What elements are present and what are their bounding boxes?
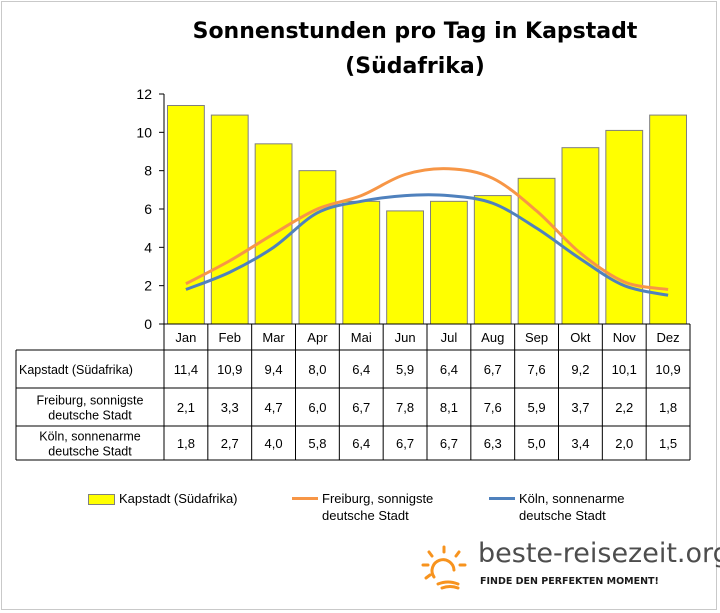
table-cell-value: 9,4 xyxy=(265,362,283,377)
x-category-label: Mar xyxy=(262,330,285,345)
table-row-label: Freiburg, sonnigste xyxy=(36,394,143,408)
x-category-label: Mai xyxy=(351,330,372,345)
x-category-label: Jan xyxy=(175,330,196,345)
legend-item-koeln: Köln, sonnenarme deutsche Stadt xyxy=(489,490,625,524)
table-cell-value: 5,9 xyxy=(396,362,414,377)
bar-jan xyxy=(167,105,205,325)
chart-title: Sonnenstunden pro Tag in Kapstadt (Südaf… xyxy=(192,19,638,79)
legend: Kapstadt (Südafrika) Freiburg, sonnigste… xyxy=(0,490,720,530)
table-row-label: Köln, sonnenarme xyxy=(39,430,141,444)
table-row-label: Kapstadt (Südafrika) xyxy=(19,363,133,377)
x-category-label: Feb xyxy=(219,330,241,345)
table-cell-value: 2,0 xyxy=(615,436,633,451)
x-category-label: Sep xyxy=(525,330,548,345)
legend-swatch-kapstadt xyxy=(88,494,115,505)
x-category-label: Dez xyxy=(657,330,680,345)
brand-tagline: FINDE DEN PERFEKTEN MOMENT! xyxy=(480,576,659,587)
bar-jul xyxy=(430,200,468,325)
table-cell-value: 4,0 xyxy=(265,436,283,451)
legend-label-koeln: Köln, sonnenarme deutsche Stadt xyxy=(519,490,625,524)
x-category-label: Jul xyxy=(441,330,458,345)
table-cell-value: 6,0 xyxy=(308,400,326,415)
line-koeln xyxy=(185,193,669,297)
bar-aug xyxy=(473,195,512,325)
bar-okt xyxy=(561,147,600,325)
table-cell-value: 11,4 xyxy=(174,362,198,377)
table-cell-value: 7,6 xyxy=(484,400,502,415)
legend-item-freiburg: Freiburg, sonnigste deutsche Stadt xyxy=(292,490,433,524)
table-cell-value: 8,1 xyxy=(440,400,458,415)
table-cell-value: 7,8 xyxy=(396,400,414,415)
table-cell-value: 5,9 xyxy=(528,400,546,415)
y-tick-label: 10 xyxy=(136,124,152,140)
table-cell-value: 6,7 xyxy=(484,362,502,377)
table-cell-value: 3,7 xyxy=(571,400,589,415)
table-cell-value: 3,4 xyxy=(571,436,589,451)
y-tick-label: 6 xyxy=(144,201,152,217)
bar-jun xyxy=(386,210,424,325)
table-cell-value: 4,7 xyxy=(265,400,283,415)
table-cell-value: 10,9 xyxy=(655,362,680,377)
table-cell-value: 2,7 xyxy=(221,436,239,451)
bar-nov xyxy=(605,129,644,325)
bar-sep xyxy=(517,177,556,325)
legend-label-freiburg: Freiburg, sonnigste deutsche Stadt xyxy=(322,490,433,524)
legend-label-kapstadt: Kapstadt (Südafrika) xyxy=(119,491,238,506)
table-cell-value: 10,9 xyxy=(217,362,242,377)
line-freiburg xyxy=(185,167,669,291)
table-cell-value: 1,8 xyxy=(659,400,677,415)
y-tick-label: 0 xyxy=(144,316,152,332)
chart-plot: 0 2 4 6 8 10 12 Jan Feb Mar Apr Mai Jun Jul Aug Sep Okt N… xyxy=(15,86,691,461)
table-cell-value: 6,3 xyxy=(484,436,502,451)
table-cell-value: 6,7 xyxy=(440,436,458,451)
y-tick-label: 8 xyxy=(144,163,152,179)
y-tick-label: 2 xyxy=(144,278,152,294)
bar-apr xyxy=(298,170,337,325)
table-row-label: deutsche Stadt xyxy=(48,445,132,459)
legend-item-kapstadt: Kapstadt (Südafrika) xyxy=(88,490,238,507)
x-category-label: Aug xyxy=(481,330,504,345)
table-cell-value: 6,7 xyxy=(352,400,370,415)
table-row-label: deutsche Stadt xyxy=(48,409,132,423)
table-cell-value: 2,2 xyxy=(615,400,633,415)
table-cell-value: 6,7 xyxy=(396,436,414,451)
legend-label-freiburg-line1: Freiburg, sonnigste xyxy=(322,491,434,506)
legend-swatch-koeln xyxy=(489,497,515,500)
x-category-label: Apr xyxy=(307,330,328,345)
table-cell-value: 10,1 xyxy=(612,362,637,377)
table-cell-value: 6,4 xyxy=(440,362,458,377)
bar-mai xyxy=(342,200,381,325)
table-cell-value: 9,2 xyxy=(571,362,589,377)
table-cell-value: 8,0 xyxy=(308,362,326,377)
x-category-label: Jun xyxy=(395,330,416,345)
table-cell-value: 7,6 xyxy=(528,362,546,377)
legend-label-freiburg-line2: deutsche Stadt xyxy=(322,508,409,523)
legend-swatch-freiburg xyxy=(292,497,318,500)
table-cell-value: 6,4 xyxy=(352,436,370,451)
table-cell-value: 1,5 xyxy=(659,436,677,451)
sun-icon xyxy=(421,545,467,590)
brand-name: beste-reisezeit.org xyxy=(478,538,720,569)
table-cell-value: 2,1 xyxy=(177,400,195,415)
brand-logo[interactable]: beste-reisezeit.org FINDE DEN PERFEKTEN … xyxy=(420,534,720,594)
bar-feb xyxy=(210,114,249,325)
table-cell-value: 5,8 xyxy=(308,436,326,451)
y-tick-label: 12 xyxy=(136,86,152,102)
legend-label-koeln-line2: deutsche Stadt xyxy=(519,508,606,523)
table-cell-value: 3,3 xyxy=(221,400,239,415)
legend-label-koeln-line1: Köln, sonnenarme xyxy=(519,491,625,506)
x-category-label: Nov xyxy=(613,330,637,345)
y-tick-label: 4 xyxy=(144,239,152,255)
table-cell-value: 1,8 xyxy=(177,436,195,451)
table-cell-value: 6,4 xyxy=(352,362,370,377)
table-cell-value: 5,0 xyxy=(528,436,546,451)
x-category-label: Okt xyxy=(570,330,591,345)
